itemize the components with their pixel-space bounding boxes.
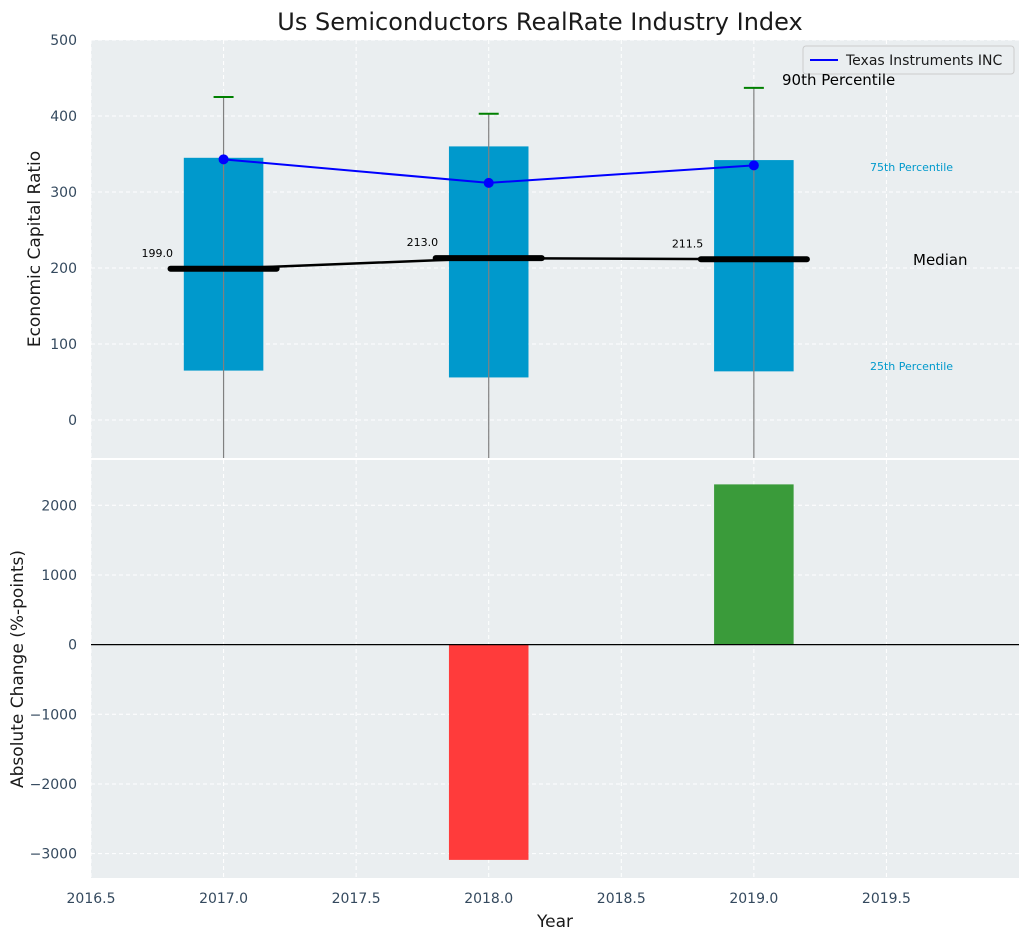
median-value-label: 213.0: [407, 236, 439, 249]
bottom-y-tick-label: 0: [68, 638, 77, 654]
top-y-tick-label: 200: [50, 261, 77, 277]
top-y-tick-label: 100: [50, 337, 77, 353]
top-y-tick-label: 400: [50, 109, 77, 125]
median-value-label: 199.0: [142, 247, 174, 260]
x-tick-label: 2018.0: [464, 891, 513, 907]
bottom-y-tick-label: −3000: [30, 847, 77, 863]
top-y-axis-label: Economic Capital Ratio: [25, 151, 45, 347]
x-tick-label: 2019.0: [729, 891, 778, 907]
median-value-label: 211.5: [672, 237, 704, 250]
x-tick-label: 2019.5: [862, 891, 911, 907]
legend-entry-texas-instruments: Texas Instruments INC: [845, 53, 1003, 69]
annotation-90th-percentile: 90th Percentile: [782, 71, 895, 89]
series-point-texas-instruments: [218, 154, 229, 165]
x-axis-label: Year: [536, 912, 573, 932]
chart-title: Us Semiconductors RealRate Industry Inde…: [277, 8, 802, 36]
top-y-tick-label: 300: [50, 185, 77, 201]
top-y-tick-label: 500: [50, 33, 77, 49]
legend-box: [802, 45, 1015, 75]
x-tick-label: 2016.5: [67, 891, 116, 907]
percentile-annotations: 90th Percentile 75th Percentile Median 2…: [782, 71, 968, 373]
x-tick-label: 2018.5: [597, 891, 646, 907]
top-panel: 199.0 213.0 211.5 0 100 200 300 400 500: [50, 33, 1019, 458]
bottom-panel-background: [91, 460, 1019, 878]
change-bar: [714, 484, 794, 645]
legend: Texas Instruments INC: [802, 45, 1015, 75]
series-point-texas-instruments: [748, 160, 759, 171]
change-bar: [448, 644, 529, 860]
bottom-panel: −3000 −2000 −1000 0 1000 2000 2016.5 2017.0 2017…: [30, 460, 1019, 907]
annotation-25th-percentile: 25th Percentile: [870, 360, 953, 373]
bottom-y-tick-label: −1000: [30, 707, 77, 723]
x-tick-label: 2017.5: [332, 891, 381, 907]
bottom-y-tick-label: 2000: [41, 498, 77, 514]
bottom-y-tick-label: 1000: [41, 568, 77, 584]
annotation-75th-percentile: 75th Percentile: [870, 161, 953, 174]
series-point-texas-instruments: [483, 177, 494, 188]
annotation-median: Median: [913, 251, 968, 269]
bottom-y-axis-label: Absolute Change (%-points): [8, 550, 28, 788]
top-y-tick-label: 0: [68, 413, 77, 429]
x-tick-label: 2017.0: [199, 891, 248, 907]
bottom-y-tick-label: −2000: [30, 777, 77, 793]
